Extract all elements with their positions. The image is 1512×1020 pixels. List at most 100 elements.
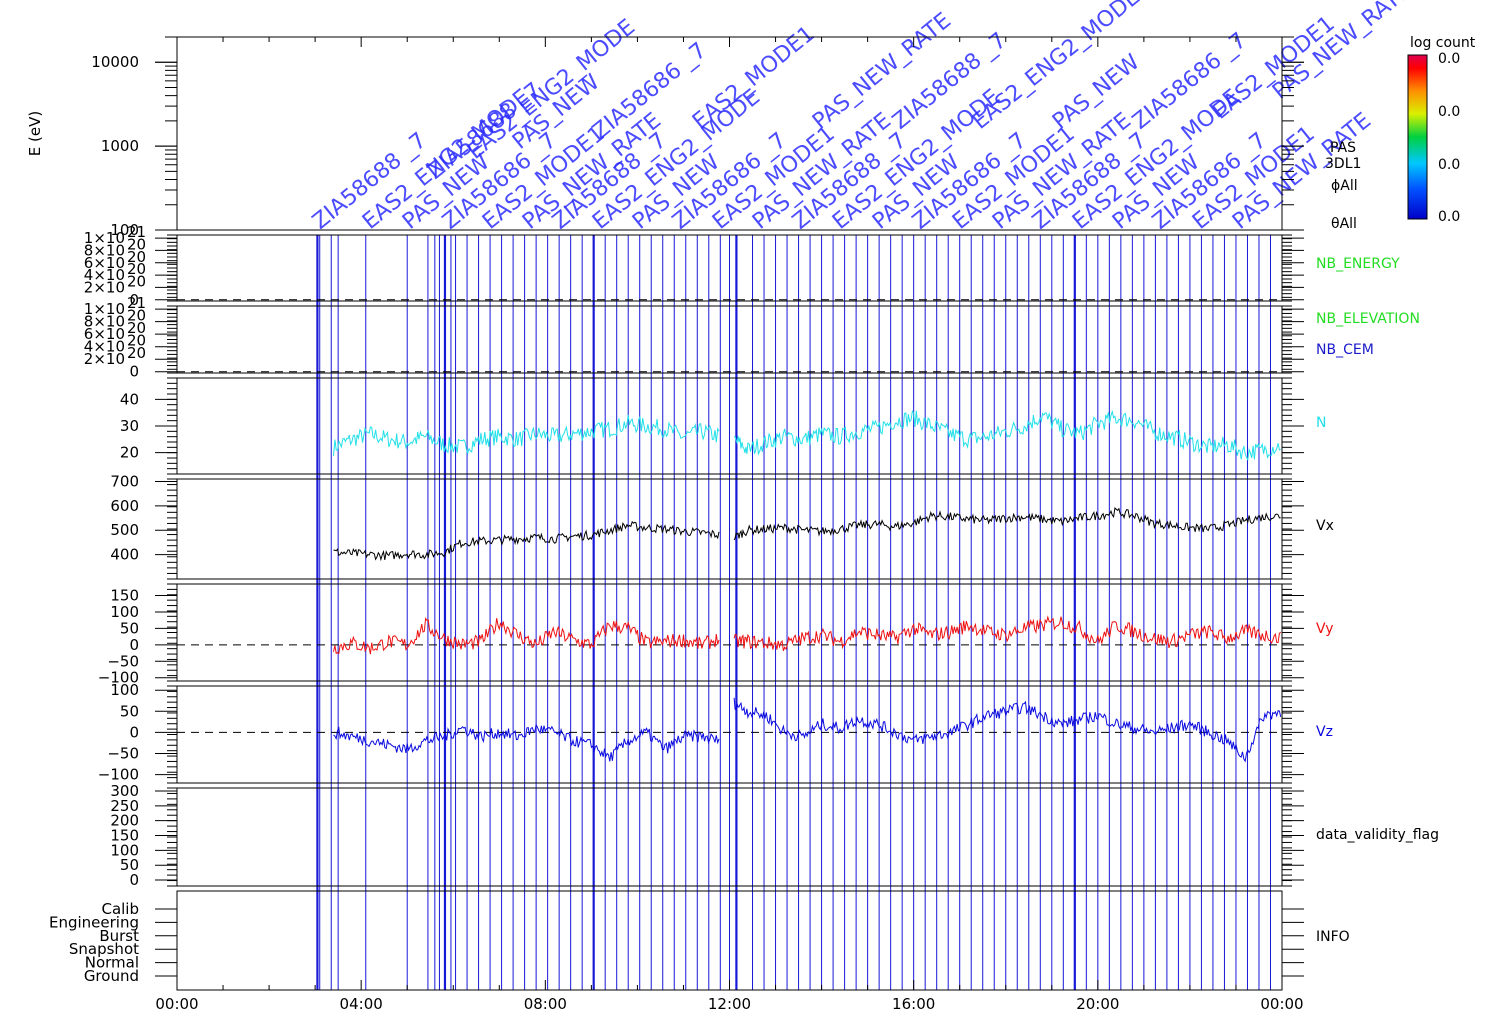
series-line-N xyxy=(733,409,1281,462)
series-label: NB_CEM xyxy=(1316,342,1374,358)
y-tick-label: 0 xyxy=(129,636,139,654)
colorbar-tick-label: 0.0 xyxy=(1438,157,1460,173)
panel-nb-elevation: 02×10 204×10 206×10 208×10 201×10 21NB_ELEVAT… xyxy=(84,294,1420,381)
category-label: Calib xyxy=(101,900,139,918)
category-label: Ground xyxy=(84,967,139,985)
category-label: Snapshot xyxy=(69,940,139,958)
panel-info: GroundNormalSnapshotBurstEngineeringCali… xyxy=(49,890,1350,991)
y-tick-label: 0 xyxy=(129,363,139,381)
spectrogram-side-label: θAll xyxy=(1331,216,1357,232)
series-label: data_validity_flag xyxy=(1316,827,1439,843)
spectrogram-side-label: PAS xyxy=(1330,140,1356,156)
y-tick-label: 6×10 xyxy=(84,325,125,343)
colorbar-tick-label: 0.0 xyxy=(1438,209,1460,225)
y-tick-label: 1×10 xyxy=(84,300,125,318)
y-tick-label: 50 xyxy=(120,856,139,874)
y-tick-label: 100 xyxy=(110,603,139,621)
y-tick-label: 0 xyxy=(129,291,139,309)
x-tick-label: 04:00 xyxy=(340,995,383,1013)
panel-vx: 400 500 600 700 Vx xyxy=(110,472,1334,580)
series-line-Vx xyxy=(733,507,1281,541)
x-tick-label: 16:00 xyxy=(892,995,935,1013)
series-line-Vy xyxy=(733,615,1282,651)
series-label: INFO xyxy=(1316,929,1350,945)
y-tick-label: 10000 xyxy=(91,53,139,71)
spectrogram-side-label: ϕAll xyxy=(1331,178,1358,194)
y-tick-label: 300 xyxy=(110,782,139,800)
series-line-Vz xyxy=(733,697,1282,763)
series-label: Vx xyxy=(1316,518,1334,534)
y-tick-label: 8×10 xyxy=(84,241,125,259)
y-tick-label: 6×10 xyxy=(84,254,125,272)
y-tick-exponent: 21 xyxy=(127,294,146,312)
spectrogram-side-label: log count xyxy=(1410,35,1476,51)
y-tick-label: 100 xyxy=(110,221,139,239)
y-tick-label: 100 xyxy=(110,681,139,699)
x-tick-label: 00:00 xyxy=(1260,995,1303,1013)
series-line-Vy xyxy=(333,617,720,655)
y-tick-label: 8×10 xyxy=(84,313,125,331)
mode-annotation: EAS2_MODE1 xyxy=(688,21,820,134)
colorbar-tick-label: 0.0 xyxy=(1438,104,1460,120)
y-tick-exponent: 20 xyxy=(127,235,146,253)
y-tick-label: 0 xyxy=(129,871,139,889)
y-tick-label: 4×10 xyxy=(84,266,125,284)
spectrogram-side-label: 3DL1 xyxy=(1325,156,1361,172)
y-tick-exponent: 21 xyxy=(127,223,146,241)
y-tick-label: 150 xyxy=(110,827,139,845)
y-axis-label: E (eV) xyxy=(26,111,44,156)
category-label: Burst xyxy=(99,927,139,945)
y-tick-label: −100 xyxy=(98,669,139,687)
panel-vz: −100 −50 0 50 100 Vz xyxy=(98,681,1333,783)
series-label: Vy xyxy=(1316,621,1334,637)
series-label: N xyxy=(1316,415,1326,431)
y-tick-label: 200 xyxy=(110,812,139,830)
y-tick-label: 400 xyxy=(110,546,139,564)
y-tick-label: 250 xyxy=(110,797,139,815)
y-tick-label: 50 xyxy=(120,619,139,637)
y-tick-label: −100 xyxy=(98,766,139,784)
category-label: Engineering xyxy=(49,913,139,931)
y-tick-label: 150 xyxy=(110,587,139,605)
y-tick-label: 0 xyxy=(129,723,139,741)
y-tick-exponent: 20 xyxy=(127,307,146,325)
y-tick-exponent: 20 xyxy=(127,272,146,290)
colorbar-scale xyxy=(1407,54,1428,220)
y-tick-exponent: 20 xyxy=(127,248,146,266)
colorbar: 0.0 0.0 0.0 0.0 xyxy=(1407,51,1460,225)
series-label: NB_ENERGY xyxy=(1316,256,1400,272)
event-lines xyxy=(316,235,1271,990)
y-tick-label: 20 xyxy=(120,444,139,462)
y-tick-exponent: 20 xyxy=(127,332,146,350)
y-tick-label: −50 xyxy=(107,744,139,762)
y-tick-exponent: 20 xyxy=(127,319,146,337)
y-tick-label: −50 xyxy=(107,652,139,670)
y-tick-label: 100 xyxy=(110,841,139,859)
series-line-N xyxy=(333,414,720,456)
y-tick-label: 1×10 xyxy=(84,229,125,247)
series-line-Vx xyxy=(333,520,720,562)
y-tick-label: 600 xyxy=(110,497,139,515)
y-tick-label: 700 xyxy=(110,472,139,490)
series-label: Vz xyxy=(1316,724,1333,740)
y-tick-label: 1000 xyxy=(101,137,139,155)
y-tick-exponent: 20 xyxy=(127,260,146,278)
y-tick-label: 4×10 xyxy=(84,338,125,356)
y-tick-label: 40 xyxy=(120,390,139,408)
x-tick-label: 12:00 xyxy=(708,995,751,1013)
series-line-Vz xyxy=(333,723,720,762)
x-tick-label: 20:00 xyxy=(1076,995,1119,1013)
y-tick-label: 30 xyxy=(120,417,139,435)
category-label: Normal xyxy=(85,954,139,972)
y-tick-exponent: 20 xyxy=(127,344,146,362)
y-tick-label: 50 xyxy=(120,702,139,720)
x-tick-label: 08:00 xyxy=(524,995,567,1013)
y-tick-label: 500 xyxy=(110,521,139,539)
time-axis: 00:00 04:00 08:00 12:00 16:00 20:00 00:00 xyxy=(155,37,1304,1013)
series-label: NB_ELEVATION xyxy=(1316,311,1420,327)
